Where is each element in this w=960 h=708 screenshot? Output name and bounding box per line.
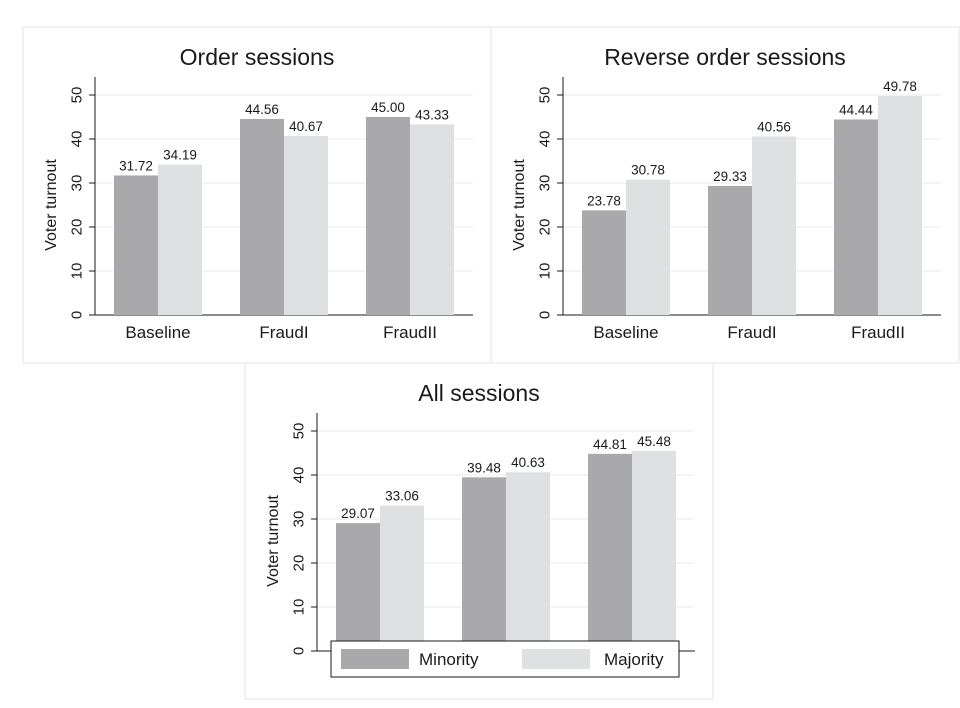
panel-order-sessions: Order sessions 0 10 20 30 40 50 Voter turnout 31… [43, 44, 473, 342]
reverse-ytick-label-20: 20 [537, 219, 554, 236]
order-ytick-label-50: 50 [69, 87, 86, 104]
all-bar-majority-fraudi [506, 472, 550, 651]
all-data-label-majority-fraudi: 40.63 [511, 455, 545, 470]
order-xtick-label-fraudii: FraudII [383, 323, 437, 342]
legend-swatch-minority [341, 649, 409, 669]
legend: Minority Majority [330, 640, 680, 678]
order-xtick-label-fraudi: FraudI [259, 323, 308, 342]
order-data-label-majority-fraudi: 40.67 [289, 119, 323, 134]
all-bar-minority-baseline [336, 523, 380, 651]
reverse-data-label-majority-baseline: 30.78 [631, 163, 665, 178]
reverse-ytick-label-0: 0 [537, 311, 554, 319]
all-data-label-minority-baseline: 29.07 [341, 506, 375, 521]
all-bar-minority-fraudii [588, 453, 632, 651]
reverse-data-label-minority-baseline: 23.78 [587, 193, 621, 208]
reverse-panel-title: Reverse order sessions [604, 44, 846, 70]
reverse-data-label-majority-fraudi: 40.56 [757, 120, 791, 135]
legend-label-minority: Minority [419, 650, 479, 669]
order-bar-majority-fraudi [284, 136, 328, 315]
order-bar-majority-baseline [158, 164, 202, 315]
order-panel-title: Order sessions [180, 44, 335, 70]
reverse-xtick-label-fraudi: FraudI [727, 323, 776, 342]
all-ytick-label-40: 40 [291, 467, 308, 484]
order-bar-minority-fraudii [366, 117, 410, 315]
order-ytick-label-0: 0 [69, 311, 86, 319]
all-bar-majority-baseline [380, 505, 424, 651]
panel-all-sessions: All sessions 0 10 20 30 40 50 Voter turnout 29.0… [265, 380, 695, 678]
reverse-bar-majority-baseline [626, 179, 670, 315]
reverse-bar-minority-baseline [582, 210, 626, 315]
reverse-bar-majority-fraudii [878, 95, 922, 315]
reverse-bar-majority-fraudi [752, 136, 796, 315]
reverse-xtick-label-baseline: Baseline [593, 323, 658, 342]
order-bar-majority-fraudii [410, 124, 454, 316]
all-bar-minority-fraudi [462, 477, 506, 651]
all-data-label-minority-fraudi: 39.48 [467, 460, 501, 475]
all-ytick-label-0: 0 [291, 647, 308, 655]
reverse-xtick-label-fraudii: FraudII [851, 323, 905, 342]
order-data-label-minority-fraudii: 45.00 [371, 100, 405, 115]
all-ytick-label-50: 50 [291, 423, 308, 440]
order-ytick-label-20: 20 [69, 219, 86, 236]
reverse-bar-minority-fraudii [834, 119, 878, 316]
order-data-label-majority-baseline: 34.19 [163, 148, 197, 163]
all-panel-title: All sessions [418, 380, 539, 406]
all-ytick-label-10: 10 [291, 599, 308, 616]
order-data-label-minority-fraudi: 44.56 [245, 102, 279, 117]
legend-swatch-majority [522, 649, 590, 669]
order-y-axis-label: Voter turnout [43, 159, 60, 251]
all-data-label-majority-fraudii: 45.48 [637, 434, 671, 449]
all-data-label-majority-baseline: 33.06 [385, 489, 419, 504]
all-y-axis-label: Voter turnout [265, 495, 282, 587]
order-bar-minority-baseline [114, 175, 158, 315]
reverse-ytick-label-30: 30 [537, 175, 554, 192]
reverse-data-label-majority-fraudii: 49.78 [883, 79, 917, 94]
order-xtick-label-baseline: Baseline [125, 323, 190, 342]
all-ytick-label-30: 30 [291, 511, 308, 528]
panel-reverse-order-sessions: Reverse order sessions 0 10 20 30 40 50 Voter t… [511, 44, 941, 342]
reverse-bar-minority-fraudi [708, 185, 752, 315]
reverse-data-label-minority-fraudi: 29.33 [713, 169, 747, 184]
reverse-ytick-label-50: 50 [537, 87, 554, 104]
reverse-ytick-label-40: 40 [537, 131, 554, 148]
reverse-ytick-label-10: 10 [537, 263, 554, 280]
order-ytick-label-40: 40 [69, 131, 86, 148]
order-bar-minority-fraudi [240, 118, 284, 315]
reverse-y-axis-label: Voter turnout [511, 159, 528, 251]
legend-label-majority: Majority [604, 650, 664, 669]
reverse-data-label-minority-fraudii: 44.44 [839, 102, 873, 117]
order-data-label-majority-fraudii: 43.33 [415, 107, 449, 122]
all-data-label-minority-fraudii: 44.81 [593, 437, 627, 452]
order-data-label-minority-baseline: 31.72 [119, 158, 153, 173]
order-ytick-label-10: 10 [69, 263, 86, 280]
all-ytick-label-20: 20 [291, 555, 308, 572]
order-ytick-label-30: 30 [69, 175, 86, 192]
all-bar-majority-fraudii [632, 450, 676, 651]
